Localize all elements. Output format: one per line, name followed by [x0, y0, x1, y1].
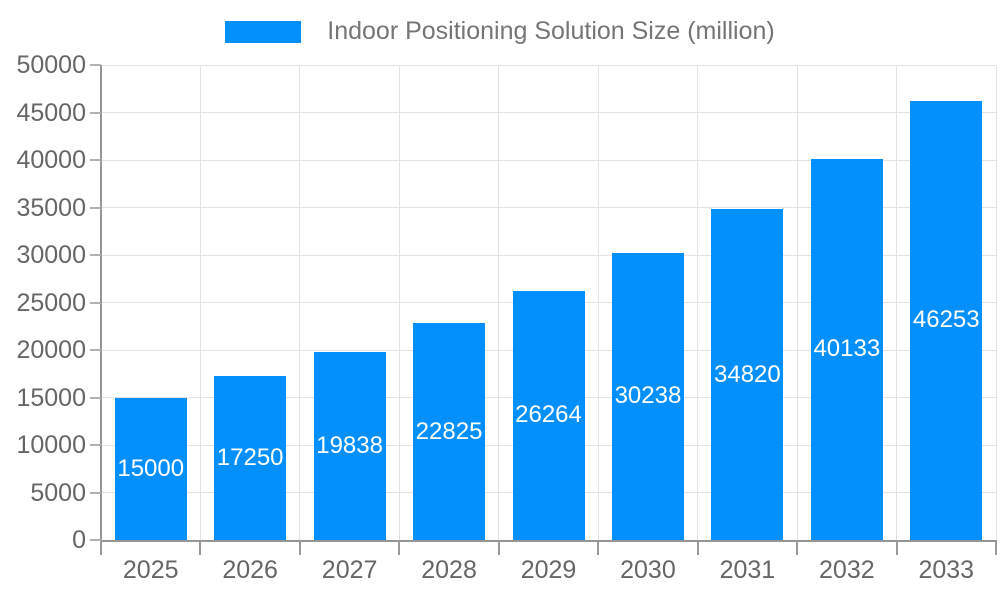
- y-axis-line: [100, 65, 102, 540]
- y-axis-label: 20000: [16, 336, 86, 364]
- bar: 46253: [910, 100, 983, 540]
- bar: 19838: [313, 351, 386, 540]
- v-gridline: [995, 65, 997, 540]
- x-tick: [796, 541, 799, 555]
- bar: 17250: [214, 376, 287, 540]
- bar-value-label: 30238: [614, 382, 682, 410]
- v-gridline: [299, 65, 301, 540]
- x-axis-label: 2032: [819, 556, 875, 584]
- y-tick: [90, 301, 101, 304]
- legend-swatch[interactable]: [225, 20, 302, 43]
- bar: 26264: [512, 290, 585, 540]
- y-tick: [90, 539, 101, 541]
- bar-value-label: 46253: [912, 306, 980, 334]
- y-axis-label: 15000: [16, 383, 86, 412]
- bar-value-label: 22825: [415, 417, 483, 445]
- y-tick: [90, 159, 101, 161]
- x-tick: [895, 541, 898, 555]
- y-tick: [90, 206, 101, 209]
- bar-value-label: 26264: [515, 401, 582, 429]
- bar: 40133: [810, 158, 883, 540]
- x-tick: [995, 541, 997, 555]
- y-axis-label: 5000: [30, 478, 86, 507]
- x-tick: [696, 541, 699, 555]
- bar-value-label: 17250: [216, 444, 284, 472]
- x-axis-label: 2033: [918, 556, 975, 584]
- h-gridline: [101, 64, 996, 66]
- h-gridline: [101, 112, 996, 113]
- bar: 34820: [711, 209, 784, 540]
- y-axis-label: 50000: [16, 51, 86, 79]
- x-axis-line: [100, 540, 997, 542]
- h-gridline: [101, 159, 996, 161]
- y-axis-label: 25000: [16, 288, 86, 317]
- y-axis-label: 35000: [16, 193, 86, 222]
- x-axis-label: 2030: [620, 556, 676, 584]
- x-axis-label: 2026: [222, 556, 278, 584]
- y-axis-label: 45000: [16, 98, 86, 127]
- bar: 15000: [114, 397, 187, 540]
- x-tick: [199, 541, 202, 555]
- x-axis-label: 2028: [421, 556, 477, 584]
- x-axis-label: 2029: [520, 556, 577, 584]
- x-tick: [597, 541, 600, 555]
- legend[interactable]: Indoor Positioning Solution Size (millio…: [0, 17, 1000, 46]
- v-gridline: [796, 65, 798, 540]
- bar-value-label: 15000: [117, 454, 185, 482]
- y-axis-label: 0: [72, 526, 86, 554]
- y-tick: [90, 491, 101, 494]
- y-tick: [90, 254, 101, 256]
- plot-area: 15000 17250 19838 22825 26264 30238 34820 40133…: [101, 64, 997, 540]
- y-axis-label: 40000: [16, 146, 86, 174]
- v-gridline: [597, 65, 599, 540]
- v-gridline: [697, 65, 699, 540]
- x-axis-label: 2031: [719, 556, 776, 584]
- x-tick: [298, 541, 301, 555]
- x-tick: [100, 541, 102, 555]
- y-axis-label: 30000: [16, 241, 86, 269]
- v-gridline: [398, 65, 400, 540]
- bar: 30238: [611, 252, 684, 540]
- y-tick: [90, 111, 101, 114]
- x-axis-label: 2027: [321, 556, 378, 584]
- y-tick: [90, 349, 101, 351]
- bar: 22825: [413, 323, 486, 540]
- legend-label[interactable]: Indoor Positioning Solution Size (millio…: [327, 17, 775, 45]
- bar-value-label: 40133: [813, 335, 881, 363]
- v-gridline: [896, 65, 898, 540]
- x-tick: [497, 541, 500, 555]
- y-tick: [90, 396, 101, 399]
- x-tick: [398, 541, 401, 555]
- x-axis-label: 2025: [122, 556, 179, 584]
- v-gridline: [199, 65, 201, 540]
- v-gridline: [498, 65, 500, 540]
- y-axis-label: 10000: [16, 431, 86, 459]
- h-gridline: [101, 207, 996, 208]
- bar-value-label: 34820: [714, 360, 781, 388]
- y-tick: [90, 444, 101, 446]
- y-tick: [90, 64, 101, 66]
- h-gridline: [101, 254, 996, 256]
- bar-value-label: 19838: [316, 431, 383, 459]
